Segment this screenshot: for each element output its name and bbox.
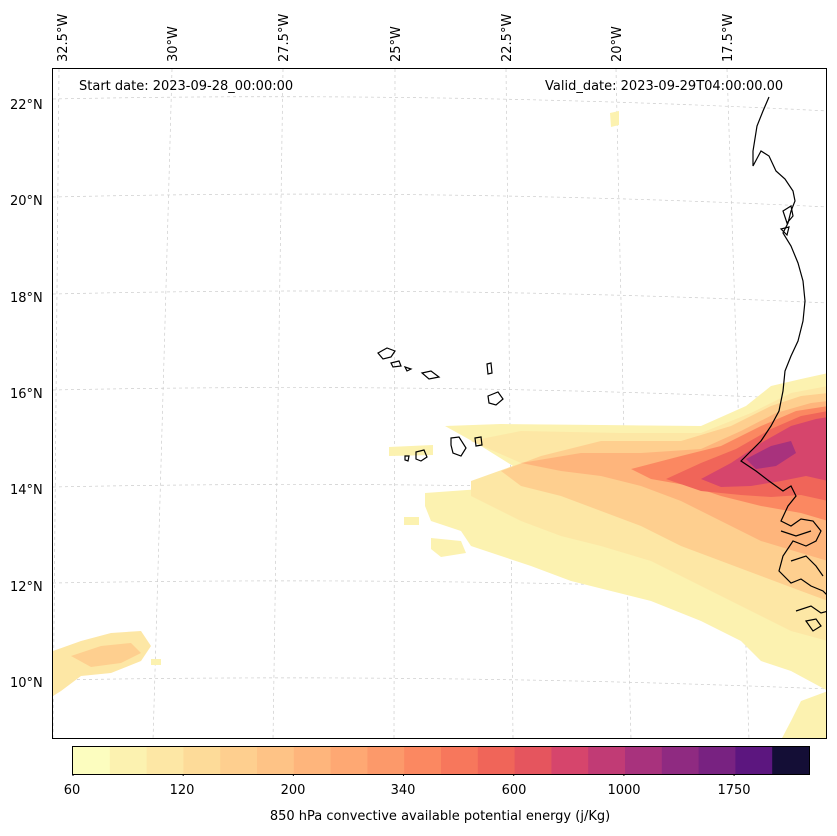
parallel <box>53 290 826 304</box>
parallel <box>53 96 826 112</box>
island <box>782 205 794 225</box>
island <box>779 226 790 237</box>
island <box>450 436 467 457</box>
valid-date: Valid_date: 2023-09-29T04:00:00.00 <box>545 79 784 94</box>
lon-label: 25°W <box>389 26 404 62</box>
colorbar-swatch <box>146 747 184 774</box>
graticule <box>53 69 826 738</box>
lon-label: 22.5°W <box>500 13 515 62</box>
lon-label: 20°W <box>610 26 625 62</box>
parallel <box>53 580 826 593</box>
cape-patch <box>431 538 466 557</box>
map-canvas <box>53 69 826 738</box>
colorbar-swatch <box>588 747 626 774</box>
coastlines <box>377 96 826 632</box>
colorbar-title: 850 hPa convective available potential e… <box>269 809 611 824</box>
colorbar-swatch <box>330 747 368 774</box>
island <box>487 391 504 406</box>
colorbar-swatch <box>109 747 148 774</box>
lon-label: 30°W <box>166 26 181 62</box>
map-panel <box>52 68 827 739</box>
colorbar-swatch <box>73 747 111 774</box>
start-date: Start date: 2023-09-28_00:00:00 <box>79 79 294 94</box>
lat-label: 22°N <box>10 98 43 113</box>
meridian <box>393 69 396 738</box>
meridian <box>615 69 632 738</box>
colorbar-swatch <box>441 747 479 774</box>
lat-label: 12°N <box>10 580 43 595</box>
africa-coastline <box>740 96 826 595</box>
island <box>415 449 428 462</box>
parallel <box>53 193 826 208</box>
lat-label: 14°N <box>10 483 43 498</box>
coast-fragment <box>790 555 824 577</box>
colorbar-swatch <box>367 747 405 774</box>
island <box>390 360 402 368</box>
colorbar-swatch <box>625 747 663 774</box>
lat-label: 20°N <box>10 194 43 209</box>
colorbar-swatch <box>477 747 516 774</box>
colorbar-swatch <box>735 747 773 774</box>
colorbar-swatch <box>514 747 552 774</box>
colorbar-swatch <box>404 747 442 774</box>
parallel <box>53 677 826 690</box>
colorbar-tick-label: 340 <box>390 783 416 798</box>
lat-label: 18°N <box>10 291 43 306</box>
colorbar-swatch <box>551 747 589 774</box>
meridian <box>505 69 514 738</box>
coast-fragment <box>795 605 826 614</box>
island <box>486 362 493 375</box>
colorbar-swatch <box>183 747 221 774</box>
cape-patch <box>151 659 161 665</box>
colorbar-swatch <box>661 747 700 774</box>
colorbar <box>72 746 810 776</box>
colorbar-tick-label: 1750 <box>717 783 751 798</box>
colorbar-swatch <box>220 747 258 774</box>
colorbar-swatch <box>293 747 332 774</box>
coast-fragment <box>780 530 812 537</box>
island <box>420 370 441 380</box>
cape-patch <box>404 517 419 525</box>
cape-patch-west-inner <box>71 643 141 667</box>
colorbar-tick-label: 120 <box>169 783 195 798</box>
cape-field <box>53 111 826 738</box>
meridian <box>272 69 284 738</box>
colorbar-tick-label: 600 <box>501 783 527 798</box>
meridian <box>53 69 60 738</box>
cape-contour-1500 <box>746 441 796 469</box>
cape-patch <box>389 445 433 456</box>
colorbar-tick-label: 60 <box>63 783 81 798</box>
island <box>404 455 410 462</box>
colorbar-swatch <box>698 747 736 774</box>
lon-label: 32.5°W <box>56 13 71 62</box>
meridian <box>152 69 173 738</box>
lon-label: 27.5°W <box>277 13 292 62</box>
colorbar-swatch <box>772 747 810 774</box>
lat-label: 10°N <box>10 676 43 691</box>
island <box>377 347 396 360</box>
island <box>474 436 483 447</box>
lat-label: 16°N <box>10 387 43 402</box>
cape-patch <box>610 111 619 127</box>
lon-label: 17.5°W <box>721 13 736 62</box>
colorbar-tick-label: 1000 <box>607 783 641 798</box>
island <box>403 365 413 372</box>
colorbar-swatch <box>257 747 295 774</box>
parallel <box>53 484 826 497</box>
colorbar-border <box>72 746 810 775</box>
colorbar-tick-label: 200 <box>280 783 306 798</box>
parallel <box>53 387 826 401</box>
island <box>804 618 822 632</box>
